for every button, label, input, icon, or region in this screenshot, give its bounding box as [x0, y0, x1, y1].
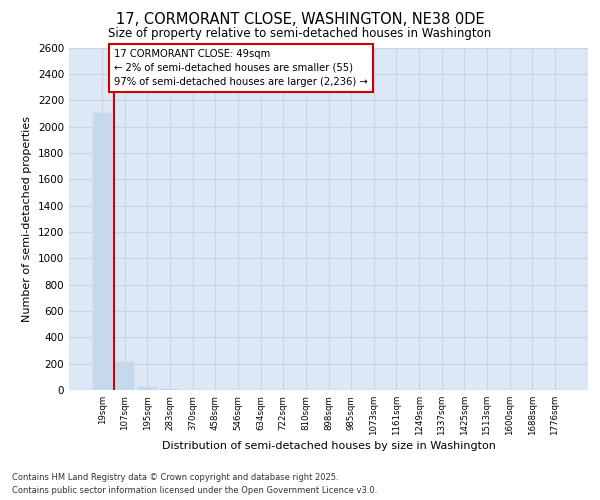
Bar: [92, 114, 112, 390]
Text: Size of property relative to semi-detached houses in Washington: Size of property relative to semi-detach…: [109, 28, 491, 40]
X-axis label: Distribution of semi-detached houses by size in Washington: Distribution of semi-detached houses by …: [161, 441, 496, 451]
Y-axis label: Number of semi-detached properties: Number of semi-detached properties: [22, 116, 32, 322]
Text: 17 CORMORANT CLOSE: 49sqm
← 2% of semi-detached houses are smaller (55)
97% of s: 17 CORMORANT CLOSE: 49sqm ← 2% of semi-d…: [114, 49, 368, 87]
Text: 17, CORMORANT CLOSE, WASHINGTON, NE38 0DE: 17, CORMORANT CLOSE, WASHINGTON, NE38 0D…: [116, 12, 484, 28]
Text: Contains public sector information licensed under the Open Government Licence v3: Contains public sector information licen…: [12, 486, 377, 495]
Bar: [138, 388, 157, 390]
Text: Contains HM Land Registry data © Crown copyright and database right 2025.: Contains HM Land Registry data © Crown c…: [12, 472, 338, 482]
Bar: [115, 362, 134, 390]
